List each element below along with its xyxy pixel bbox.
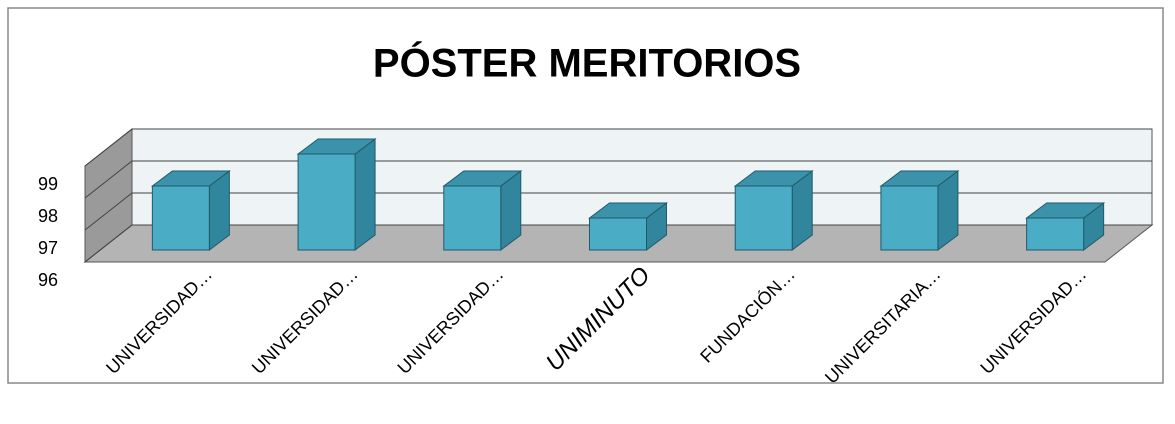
bar <box>151 185 210 251</box>
bar <box>297 153 356 251</box>
y-tick-label: 97 <box>38 238 58 258</box>
grid-line <box>84 224 133 263</box>
y-tick-label: 99 <box>38 174 58 194</box>
bar <box>734 185 793 251</box>
bar <box>880 185 939 251</box>
grid-line <box>84 192 133 231</box>
bar <box>443 185 502 251</box>
chart-title: PÓSTER MERITORIOS <box>373 40 801 86</box>
y-tick-label: 96 <box>38 270 58 290</box>
grid-line <box>84 128 133 167</box>
grid-line <box>84 160 133 199</box>
y-tick-label: 98 <box>38 206 58 226</box>
bar <box>1026 217 1085 251</box>
bar-side <box>354 138 376 251</box>
bar <box>589 217 647 251</box>
